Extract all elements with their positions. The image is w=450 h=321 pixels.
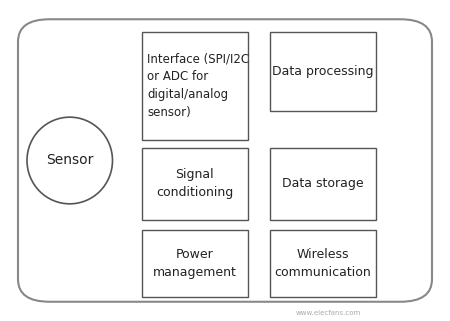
Text: Signal
conditioning: Signal conditioning: [156, 168, 233, 199]
FancyBboxPatch shape: [142, 230, 248, 297]
Ellipse shape: [27, 117, 112, 204]
FancyBboxPatch shape: [142, 32, 248, 140]
FancyBboxPatch shape: [142, 148, 248, 220]
Text: Data processing: Data processing: [272, 65, 374, 78]
Text: Sensor: Sensor: [46, 153, 94, 168]
FancyBboxPatch shape: [270, 32, 376, 111]
Text: Interface (SPI/I2C
or ADC for
digital/analog
sensor): Interface (SPI/I2C or ADC for digital/an…: [147, 52, 249, 119]
FancyBboxPatch shape: [18, 19, 432, 302]
Text: Data storage: Data storage: [282, 177, 364, 190]
FancyBboxPatch shape: [270, 148, 376, 220]
FancyBboxPatch shape: [270, 230, 376, 297]
Text: www.elecfans.com: www.elecfans.com: [296, 310, 361, 316]
Text: Power
management: Power management: [153, 248, 237, 279]
Text: Wireless
communication: Wireless communication: [274, 248, 371, 279]
